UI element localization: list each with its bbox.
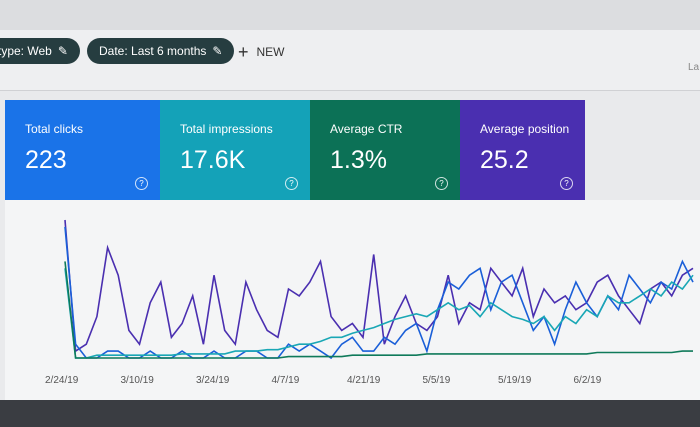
screen-top-bezel — [0, 0, 700, 30]
help-icon[interactable]: ? — [285, 177, 298, 190]
card-value: 223 — [25, 146, 67, 174]
filter-chip-date[interactable]: Date: Last 6 months ✎ — [87, 38, 235, 64]
series-line-2 — [64, 268, 694, 359]
x-tick-label: 5/19/19 — [498, 375, 532, 386]
series-line-0 — [64, 219, 694, 353]
card-label: Average CTR — [330, 122, 403, 136]
card-total-clicks[interactable]: Total clicks 223? — [5, 100, 160, 200]
x-tick-label: 4/7/19 — [272, 375, 300, 386]
x-tick-label: 2/24/19 — [45, 375, 79, 386]
card-label: Total impressions — [180, 122, 273, 136]
help-icon[interactable]: ? — [435, 177, 448, 190]
card-label: Total clicks — [25, 122, 84, 136]
new-filter-button[interactable]: + NEW — [238, 42, 285, 63]
x-tick-label: 3/24/19 — [196, 375, 230, 386]
screen-bottom-bezel — [0, 400, 700, 427]
card-value: 25.2 — [480, 146, 529, 174]
plus-icon: + — [238, 42, 249, 62]
series-line-1 — [64, 226, 694, 360]
filter-label: Date: Last 6 months — [99, 44, 207, 58]
help-icon[interactable]: ? — [135, 177, 148, 190]
card-average-ctr[interactable]: Average CTR 1.3%? — [310, 100, 460, 200]
x-tick-label: 3/10/19 — [121, 375, 155, 386]
chart-svg: 2/24/19 3/10/19 3/24/19 4/7/19 4/21/19 5/5/19… — [45, 219, 694, 386]
card-average-position[interactable]: Average position 25.2? — [460, 100, 585, 200]
last-updated-text: La — [688, 62, 700, 73]
filter-label: type: Web — [0, 44, 52, 58]
filter-chip-search-type[interactable]: type: Web ✎ — [0, 38, 80, 64]
metric-cards: Total clicks 223? Total impressions 17.6K?… — [5, 100, 585, 200]
card-value: 17.6K — [180, 146, 246, 174]
pencil-icon: ✎ — [212, 44, 223, 58]
card-total-impressions[interactable]: Total impressions 17.6K? — [160, 100, 310, 200]
series-line-3 — [64, 261, 693, 359]
card-value: 1.3% — [330, 146, 387, 174]
filter-toolbar: type: Web ✎ Date: Last 6 months ✎ + NEW La — [0, 30, 700, 91]
x-tick-label: 5/5/19 — [423, 375, 451, 386]
card-label: Average position — [480, 122, 570, 136]
pencil-icon: ✎ — [57, 44, 68, 58]
help-icon[interactable]: ? — [560, 177, 573, 190]
performance-chart: 2/24/19 3/10/19 3/24/19 4/7/19 4/21/19 5/5/19… — [5, 200, 700, 400]
new-label: NEW — [256, 45, 285, 59]
x-tick-label: 4/21/19 — [347, 375, 381, 386]
x-tick-label: 6/2/19 — [574, 375, 602, 386]
